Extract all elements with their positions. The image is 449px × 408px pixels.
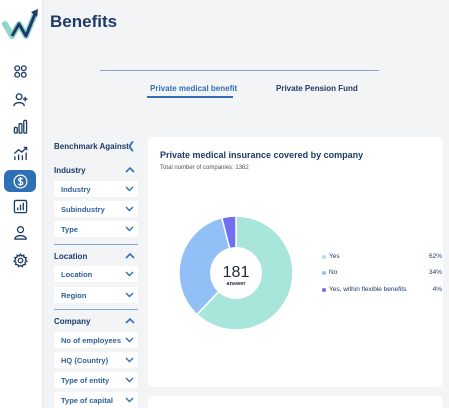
dollar-icon	[13, 174, 27, 188]
legend-item-yes: Yes 62%	[322, 253, 442, 263]
entity-type-dropdown[interactable]: Type of entity	[54, 372, 138, 388]
user-icon	[13, 225, 27, 240]
chevron-down-icon	[125, 337, 134, 343]
section-divider	[54, 244, 138, 245]
chevron-down-icon	[125, 377, 134, 383]
chevron-up-icon[interactable]	[124, 165, 136, 175]
nav-settings[interactable]	[4, 249, 36, 271]
nav-dashboard[interactable]	[4, 60, 36, 82]
page-title: Benefits	[50, 12, 118, 31]
legend-swatch	[322, 255, 326, 259]
legend-swatch	[322, 271, 326, 275]
section-location-header[interactable]: Location	[54, 252, 88, 261]
donut-chart: 181 answer	[178, 215, 294, 331]
chevron-down-icon	[125, 226, 134, 232]
region-dropdown[interactable]: Region	[54, 287, 138, 303]
location-dropdown[interactable]: Location	[54, 266, 138, 282]
settings-icon	[12, 252, 28, 268]
type-dropdown[interactable]: Type	[54, 221, 138, 237]
chevron-down-icon	[125, 271, 134, 277]
chart-card: Private medical insurance covered by com…	[148, 137, 443, 387]
subindustry-dropdown[interactable]: Subindustry	[54, 201, 138, 217]
section-divider	[54, 309, 138, 310]
chart-title: Private medical insurance covered by com…	[160, 150, 364, 160]
benchmark-header: Benchmark Against	[54, 142, 129, 151]
chevron-down-icon	[125, 186, 134, 192]
nav-bar-chart[interactable]	[4, 115, 36, 137]
hq-country-dropdown[interactable]: HQ (Country)	[54, 352, 138, 368]
sidebar-nav	[0, 0, 43, 408]
nav-trend-chart[interactable]	[4, 142, 36, 164]
second-chart-card	[148, 396, 443, 408]
filter-panel: Benchmark Against ❮ Industry Industry Su…	[50, 137, 142, 408]
add-user-icon	[12, 92, 28, 106]
capital-type-dropdown[interactable]: Type of capital	[54, 392, 138, 408]
donut-slice-no[interactable]	[178, 216, 237, 316]
section-industry-header[interactable]: Industry	[54, 166, 86, 175]
legend-swatch	[322, 288, 326, 292]
chevron-up-icon[interactable]	[124, 251, 136, 261]
nav-report[interactable]	[4, 195, 36, 217]
legend-item-no: No 34%	[322, 269, 442, 279]
app-logo[interactable]	[2, 6, 40, 40]
chevron-down-icon	[125, 397, 134, 403]
donut-hole	[210, 247, 262, 299]
tab-private-pension-fund[interactable]: Private Pension Fund	[276, 84, 358, 93]
dashboard-icon	[13, 64, 27, 78]
center-value: 181	[223, 264, 250, 281]
section-company-header[interactable]: Company	[54, 317, 91, 326]
tab-private-medical-benefit[interactable]: Private medical benefit	[150, 84, 238, 93]
employees-dropdown[interactable]: No of employees	[54, 332, 138, 348]
nav-user[interactable]	[4, 221, 36, 243]
nav-add-user[interactable]	[4, 88, 36, 110]
legend-item-yes-flexible: Yes, within flexible benefits 4%	[322, 286, 442, 296]
chevron-down-icon	[125, 292, 134, 298]
industry-dropdown[interactable]: Industry	[54, 181, 138, 197]
nav-benefits[interactable]	[4, 170, 36, 192]
chevron-up-icon[interactable]	[124, 316, 136, 326]
collapse-panel-chevron-icon[interactable]: ❮	[127, 141, 136, 152]
trend-chart-icon	[13, 146, 27, 160]
report-icon	[13, 199, 27, 213]
chevron-down-icon	[125, 206, 134, 212]
center-label: answer	[227, 281, 247, 287]
chevron-down-icon	[125, 357, 134, 363]
bar-chart-icon	[13, 119, 27, 134]
active-tab-indicator	[147, 96, 233, 98]
total-companies-label: Total number of companies: 1362	[160, 165, 249, 171]
tabs-divider	[100, 70, 379, 71]
